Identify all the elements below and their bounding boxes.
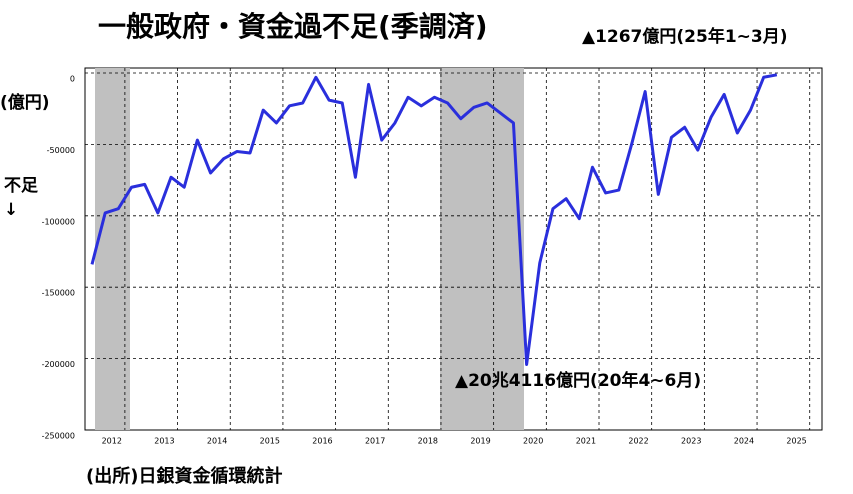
annotation: ▲20兆4116億円(20年4~6月) bbox=[455, 370, 701, 391]
source: (出所)日銀資金循環統計 bbox=[86, 465, 282, 487]
y-tick-label: -100000 bbox=[42, 217, 75, 226]
x-tick-label: 2019 bbox=[470, 437, 490, 446]
data-line bbox=[90, 73, 778, 366]
y-tick-label: -50000 bbox=[47, 146, 75, 155]
x-tick-label: 2018 bbox=[418, 437, 438, 446]
x-tick-label: 2022 bbox=[628, 437, 648, 446]
x-tick-label: 2014 bbox=[207, 437, 227, 446]
shaded-period bbox=[95, 68, 130, 430]
x-tick-label: 2020 bbox=[523, 437, 543, 446]
y-tick-label: 0 bbox=[70, 74, 75, 83]
chart-title: 一般政府・資金過不足(季調済) bbox=[98, 10, 488, 43]
y-tick-label: -250000 bbox=[42, 432, 75, 441]
shaded-period bbox=[440, 68, 524, 430]
x-tick-label: 2012 bbox=[102, 437, 122, 446]
y-axis-label: (億円) bbox=[0, 92, 50, 113]
x-tick-label: 2016 bbox=[312, 437, 332, 446]
x-tick-label: 2021 bbox=[576, 437, 596, 446]
x-tick-label: 2015 bbox=[260, 437, 280, 446]
x-tick-label: 2017 bbox=[365, 437, 385, 446]
x-tick-label: 2024 bbox=[734, 437, 754, 446]
annotation: ▲1267億円(25年1~3月) bbox=[582, 26, 788, 47]
x-tick-label: 2013 bbox=[154, 437, 174, 446]
y-tick-label: -150000 bbox=[42, 289, 75, 298]
x-tick-label: 2025 bbox=[786, 437, 806, 446]
y-note: 不足↓ bbox=[4, 176, 38, 220]
x-tick-label: 2023 bbox=[681, 437, 701, 446]
y-tick-label: -200000 bbox=[42, 360, 75, 369]
